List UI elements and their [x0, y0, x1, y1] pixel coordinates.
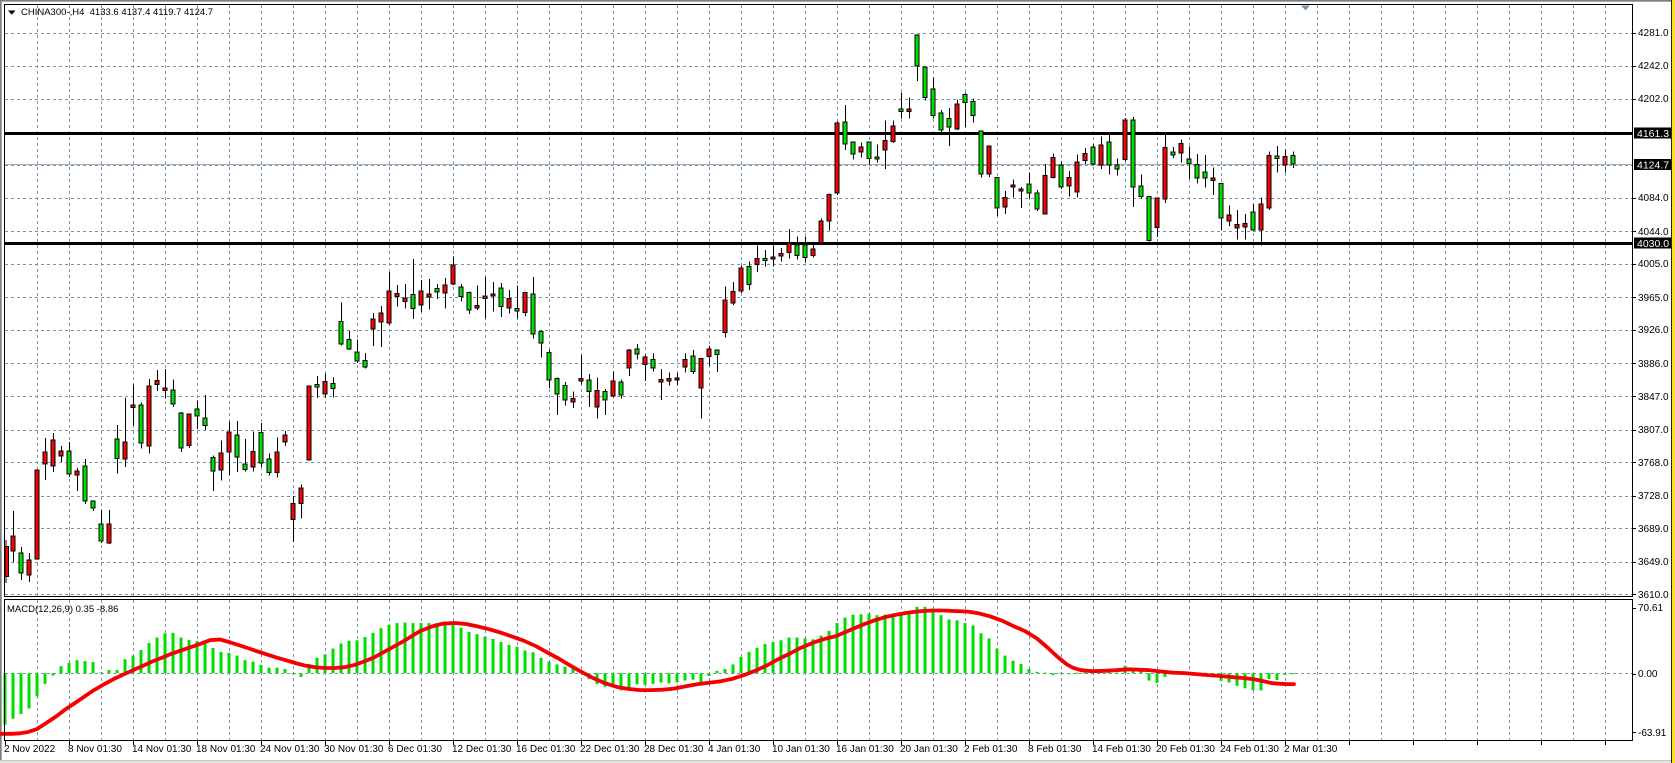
- svg-text:3807.0: 3807.0: [1638, 425, 1669, 436]
- svg-text:MACD(12,26,9) 0.35 -8.86: MACD(12,26,9) 0.35 -8.86: [7, 604, 118, 615]
- svg-text:12 Dec 01:30: 12 Dec 01:30: [452, 744, 512, 755]
- svg-text:CHINA300-,H4 4133.6 4137.4 41: CHINA300-,H4 4133.6 4137.4 4119.7 4124.7: [21, 7, 213, 18]
- svg-text:4161.3: 4161.3: [1637, 128, 1669, 140]
- svg-text:70.61: 70.61: [1638, 603, 1663, 614]
- svg-text:3610.0: 3610.0: [1638, 590, 1669, 601]
- svg-text:28 Dec 01:30: 28 Dec 01:30: [644, 744, 704, 755]
- svg-text:2 Feb 01:30: 2 Feb 01:30: [964, 744, 1018, 755]
- svg-text:24 Feb 01:30: 24 Feb 01:30: [1220, 744, 1279, 755]
- svg-text:20 Jan 01:30: 20 Jan 01:30: [900, 744, 958, 755]
- svg-text:2 Nov 2022: 2 Nov 2022: [4, 744, 56, 755]
- svg-text:4005.0: 4005.0: [1638, 259, 1669, 270]
- svg-text:24 Nov 01:30: 24 Nov 01:30: [260, 744, 320, 755]
- svg-text:4281.0: 4281.0: [1638, 28, 1669, 39]
- svg-text:4 Jan 01:30: 4 Jan 01:30: [708, 744, 761, 755]
- svg-text:16 Dec 01:30: 16 Dec 01:30: [516, 744, 576, 755]
- svg-text:3649.0: 3649.0: [1638, 557, 1669, 568]
- svg-text:8 Nov 01:30: 8 Nov 01:30: [68, 744, 122, 755]
- svg-text:4202.0: 4202.0: [1638, 94, 1669, 105]
- svg-text:14 Nov 01:30: 14 Nov 01:30: [132, 744, 192, 755]
- svg-text:3886.0: 3886.0: [1638, 359, 1669, 370]
- svg-text:6 Dec 01:30: 6 Dec 01:30: [388, 744, 442, 755]
- svg-text:3768.0: 3768.0: [1638, 458, 1669, 469]
- svg-text:20 Feb 01:30: 20 Feb 01:30: [1156, 744, 1215, 755]
- svg-text:22 Dec 01:30: 22 Dec 01:30: [580, 744, 640, 755]
- svg-text:4124.7: 4124.7: [1637, 160, 1669, 172]
- svg-text:3926.0: 3926.0: [1638, 325, 1669, 336]
- svg-text:10 Jan 01:30: 10 Jan 01:30: [772, 744, 830, 755]
- svg-text:18 Nov 01:30: 18 Nov 01:30: [196, 744, 256, 755]
- svg-text:4030.0: 4030.0: [1637, 238, 1669, 250]
- svg-text:4242.0: 4242.0: [1638, 61, 1669, 72]
- svg-text:3847.0: 3847.0: [1638, 392, 1669, 403]
- svg-text:3965.0: 3965.0: [1638, 293, 1669, 304]
- svg-text:30 Nov 01:30: 30 Nov 01:30: [324, 744, 384, 755]
- svg-text:2 Mar 01:30: 2 Mar 01:30: [1284, 744, 1338, 755]
- svg-text:0.00: 0.00: [1638, 669, 1658, 680]
- svg-text:3728.0: 3728.0: [1638, 491, 1669, 502]
- svg-text:16 Jan 01:30: 16 Jan 01:30: [836, 744, 894, 755]
- svg-text:14 Feb 01:30: 14 Feb 01:30: [1092, 744, 1151, 755]
- svg-text:3689.0: 3689.0: [1638, 524, 1669, 535]
- svg-text:4084.0: 4084.0: [1638, 193, 1669, 204]
- svg-text:8 Feb 01:30: 8 Feb 01:30: [1028, 744, 1082, 755]
- svg-text:4044.0: 4044.0: [1638, 227, 1669, 238]
- svg-text:-63.91: -63.91: [1638, 728, 1667, 739]
